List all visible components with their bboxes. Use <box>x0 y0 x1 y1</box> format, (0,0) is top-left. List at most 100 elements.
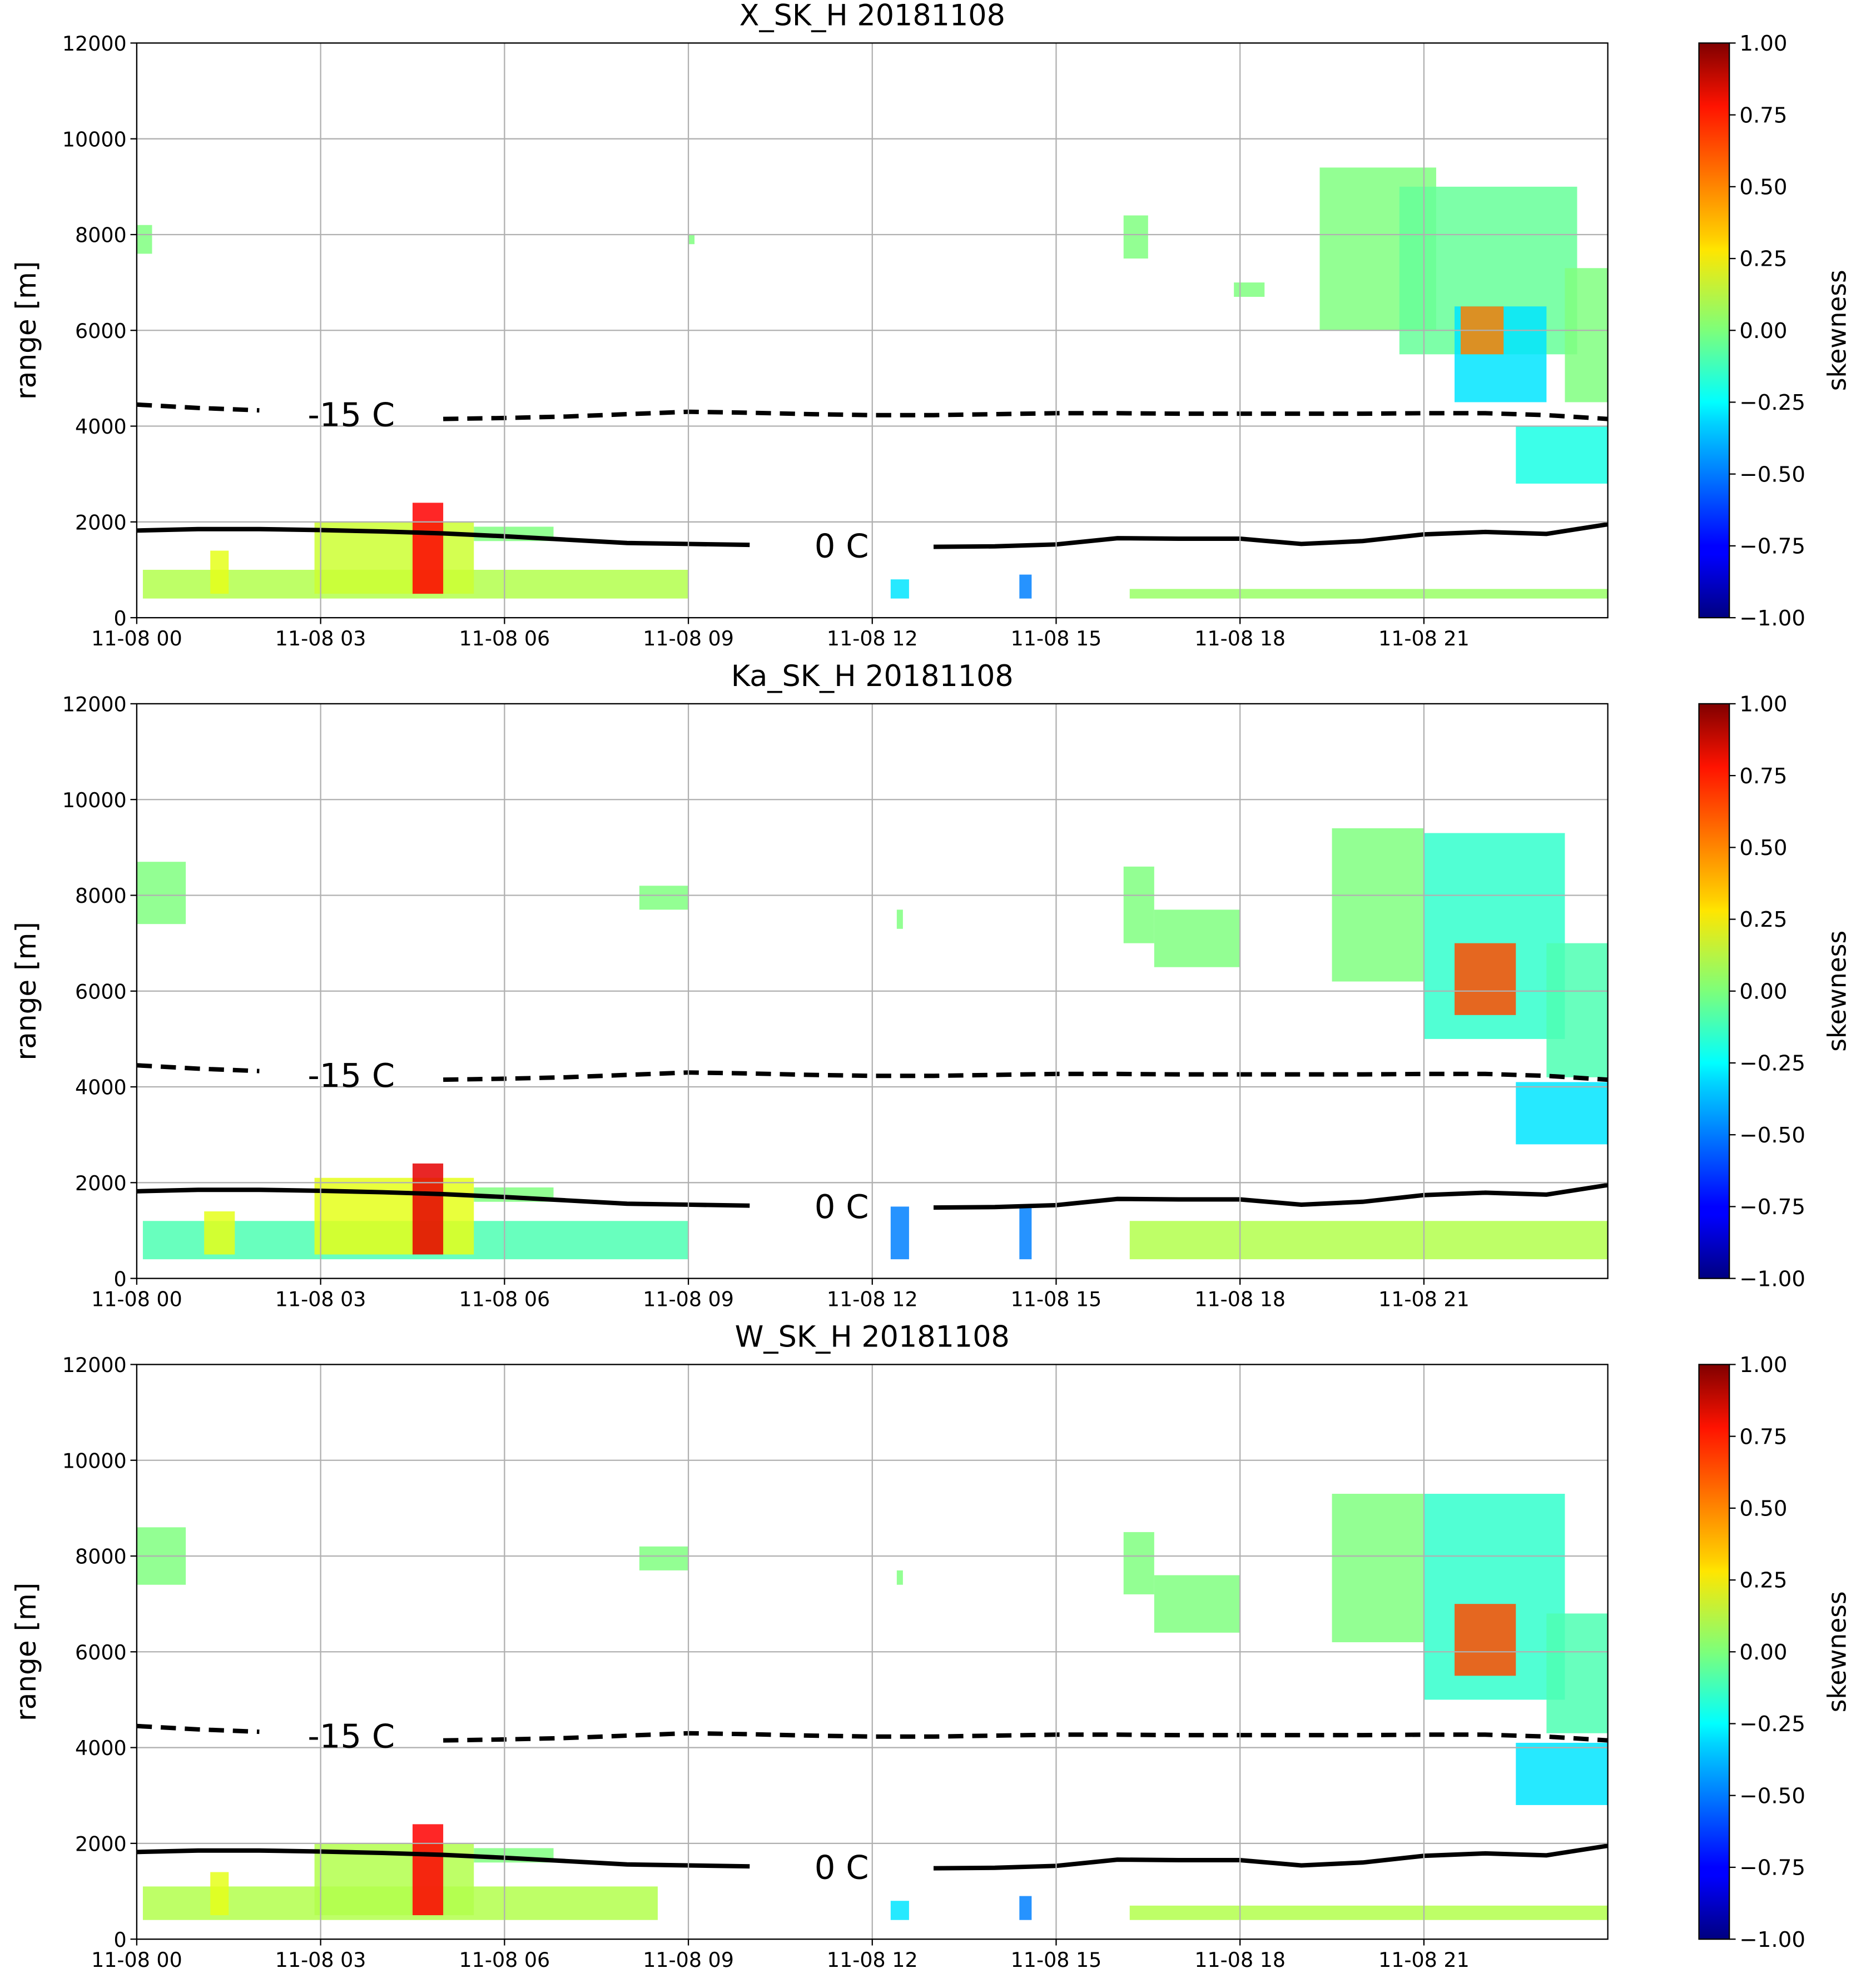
isotherm-line <box>136 402 1608 421</box>
colorbar-tick-label: −0.25 <box>1739 390 1805 415</box>
echo-cell <box>1019 574 1032 599</box>
colorbar-tick-label: 0.75 <box>1739 103 1787 128</box>
echo-cell <box>412 1824 444 1916</box>
echo-cell <box>1455 943 1516 1015</box>
y-tick-label: 8000 <box>75 1545 127 1569</box>
echo-cell <box>412 1163 444 1255</box>
panel: Ka_SK_H 20181108 range [m] -15 C 0 C 11-08 0… <box>10 659 1852 1311</box>
y-tick-label: 8000 <box>75 884 127 908</box>
echo-cell <box>210 550 229 594</box>
echo-cell <box>1123 866 1154 943</box>
colorbar-label: skewness <box>1823 931 1852 1052</box>
echo-cell <box>1129 1221 1608 1260</box>
x-tick-label: 11-08 12 <box>827 1948 918 1972</box>
data-layer <box>136 167 1608 599</box>
echo-cell <box>1019 1206 1032 1260</box>
colorbar-tick-label: −1.00 <box>1739 606 1805 631</box>
colorbar-tick-label: −0.50 <box>1739 1783 1805 1808</box>
x-tick-label: 11-08 21 <box>1378 1948 1470 1972</box>
echo-cell <box>1546 1613 1608 1733</box>
x-tick-label: 11-08 09 <box>643 1948 734 1972</box>
x-tick-label: 11-08 21 <box>1378 627 1470 650</box>
colorbar-tick-label: −0.75 <box>1739 1195 1805 1220</box>
chart-title: Ka_SK_H 20181108 <box>731 659 1014 693</box>
y-tick-label: 10000 <box>62 127 127 151</box>
echo-cell <box>1516 426 1608 484</box>
isotherm-label: 0 C <box>815 1848 869 1886</box>
x-tick-label: 11-08 03 <box>275 627 366 650</box>
x-tick-label: 11-08 12 <box>827 627 918 650</box>
y-tick-label: 4000 <box>75 415 127 439</box>
x-tick-label: 11-08 15 <box>1011 1288 1102 1311</box>
x-tick-label: 11-08 09 <box>643 1288 734 1311</box>
x-tick-label: 11-08 18 <box>1194 1288 1286 1311</box>
panel: W_SK_H 20181108 range [m] -15 C 0 C 11-08 00… <box>10 1320 1852 1972</box>
echo-cell <box>896 1570 903 1585</box>
isotherm-label: -15 C <box>307 1056 395 1095</box>
y-tick-label: 8000 <box>75 223 127 247</box>
echo-cell <box>1154 1575 1240 1633</box>
echo-cell <box>1234 282 1265 297</box>
isotherm-label: -15 C <box>307 1717 395 1755</box>
x-tick-label: 11-08 00 <box>91 627 182 650</box>
echo-cell <box>1129 589 1608 599</box>
colorbar-tick-label: −0.25 <box>1739 1051 1805 1076</box>
echo-cell <box>639 886 689 910</box>
y-axis-label: range [m] <box>10 922 42 1060</box>
colorbar-tick-label: 1.00 <box>1739 1353 1787 1378</box>
y-tick-label: 2000 <box>75 1171 127 1195</box>
colorbar <box>1698 703 1730 1279</box>
panel: X_SK_H 20181108 range [m] -15 C 0 C 11-08 00… <box>10 0 1852 650</box>
x-tick-label: 11-08 03 <box>275 1288 366 1311</box>
y-tick-label: 12000 <box>62 32 127 56</box>
colorbar-tick-label: 0.25 <box>1739 907 1787 932</box>
x-tick-label: 11-08 09 <box>643 627 734 650</box>
y-tick-label: 6000 <box>75 1641 127 1664</box>
isotherm-label: 0 C <box>815 526 869 565</box>
y-axis-label: range [m] <box>10 1583 42 1721</box>
echo-cell <box>890 579 909 599</box>
y-tick-label: 4000 <box>75 1736 127 1760</box>
echo-cell <box>204 1211 235 1255</box>
colorbar-label: skewness <box>1823 270 1852 391</box>
data-layer <box>136 1494 1608 1920</box>
echo-cell <box>412 503 444 594</box>
colorbar-tick-label: −0.25 <box>1739 1712 1805 1737</box>
x-tick-label: 11-08 21 <box>1378 1288 1470 1311</box>
y-tick-label: 2000 <box>75 1832 127 1856</box>
echo-cell <box>1546 943 1608 1077</box>
echo-cell <box>1516 1742 1608 1805</box>
chart-title: X_SK_H 20181108 <box>740 0 1005 33</box>
x-tick-label: 11-08 00 <box>91 1288 182 1311</box>
echo-cell <box>1332 1494 1424 1643</box>
colorbar-tick-label: −0.75 <box>1739 534 1805 559</box>
isotherm-line <box>136 1723 1608 1743</box>
isotherm-line <box>136 1182 1608 1210</box>
colorbar-tick-label: 0.00 <box>1739 1640 1787 1665</box>
echo-cell <box>896 909 903 929</box>
colorbar-tick-label: 0.00 <box>1739 319 1787 344</box>
y-tick-label: 0 <box>114 1267 127 1291</box>
colorbar <box>1698 1364 1730 1940</box>
echo-cell <box>1565 268 1608 402</box>
colorbar-tick-label: 0.75 <box>1739 764 1787 789</box>
data-layer <box>136 828 1608 1260</box>
echo-cell <box>1516 1082 1608 1145</box>
isotherm-label: -15 C <box>307 395 395 434</box>
y-axis-label: range [m] <box>10 261 42 400</box>
colorbar-tick-label: 1.00 <box>1739 692 1787 717</box>
isotherm-line <box>136 1843 1608 1871</box>
chart-title: W_SK_H 20181108 <box>735 1320 1010 1354</box>
colorbar-tick-label: −0.50 <box>1739 462 1805 487</box>
echo-cell <box>890 1901 909 1920</box>
x-tick-label: 11-08 12 <box>827 1288 918 1311</box>
x-tick-label: 11-08 06 <box>459 1948 550 1972</box>
colorbar-tick-label: 0.50 <box>1739 175 1787 200</box>
y-tick-label: 12000 <box>62 693 127 717</box>
echo-cell <box>688 234 695 245</box>
x-tick-label: 11-08 06 <box>459 1288 550 1311</box>
colorbar-tick-label: 0.75 <box>1739 1424 1787 1449</box>
isotherm-line <box>136 522 1608 549</box>
colorbar-tick-label: −1.00 <box>1739 1266 1805 1291</box>
y-tick-label: 10000 <box>62 1449 127 1473</box>
